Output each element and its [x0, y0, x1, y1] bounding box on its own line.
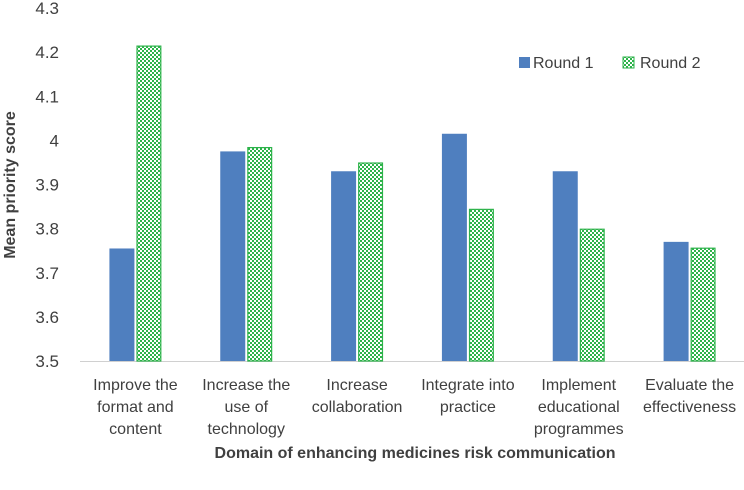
- bar-round-1: [331, 171, 357, 361]
- y-tick-label: 3.6: [35, 308, 59, 327]
- bar-round-1: [220, 151, 246, 361]
- bar-round-2: [247, 146, 273, 362]
- y-tick-label: 4.3: [35, 0, 59, 18]
- category-label: Implement educational programmes: [534, 377, 624, 438]
- category-label: Increase collaboration: [312, 377, 403, 416]
- x-axis-title: Domain of enhancing medicines risk commu…: [215, 445, 616, 462]
- y-tick-label: 3.5: [35, 352, 59, 371]
- y-tick-label: 3.9: [35, 176, 59, 195]
- legend-swatch: [519, 57, 530, 68]
- y-tick-label: 4.1: [35, 87, 59, 106]
- bar-round-1: [663, 241, 689, 361]
- bar-round-2: [579, 228, 605, 362]
- legend-swatch: [622, 56, 635, 69]
- bars: [109, 45, 716, 362]
- y-tick-label: 3.7: [35, 264, 59, 283]
- category-labels: Improve the format and content Increase the…: [93, 377, 736, 438]
- bar-round-1: [552, 171, 578, 361]
- y-axis-title: Mean priority score: [2, 111, 19, 259]
- y-tick-label: 3.8: [35, 220, 59, 239]
- y-tick-label: 4.2: [35, 43, 59, 62]
- bar-round-2: [358, 162, 384, 362]
- y-tick-label: 4: [50, 131, 59, 150]
- bar-round-2: [136, 45, 162, 362]
- category-label: Increase the use of technology: [202, 377, 290, 438]
- bar-round-2: [690, 247, 716, 362]
- bar-round-2: [468, 208, 494, 362]
- y-axis: 3.5 3.6 3.7 3.8 3.9 4 4.1 4.2 4.3: [35, 0, 59, 371]
- category-label: Improve the format and content: [93, 377, 178, 438]
- legend-label: Round 2: [640, 55, 701, 72]
- category-label: Integrate into practice: [421, 377, 515, 416]
- category-label: Evaluate the effectiveness: [643, 377, 736, 416]
- legend: Round 1 Round 2: [519, 55, 701, 72]
- bar-round-1: [441, 133, 467, 361]
- bar-round-1: [109, 248, 135, 361]
- legend-label: Round 1: [533, 55, 594, 72]
